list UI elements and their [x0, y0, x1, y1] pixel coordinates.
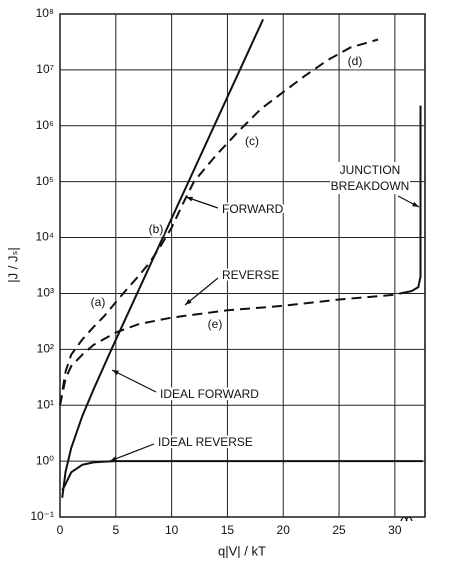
y-tick-label: 10⁶ — [36, 118, 54, 132]
y-tick-label: 10⁷ — [36, 62, 54, 76]
series-label-box: JUNCTION BREAKDOWN — [330, 162, 410, 194]
label-arrow — [184, 277, 219, 306]
x-tick-label: 20 — [277, 523, 291, 537]
series-label: FORWARD — [222, 202, 284, 216]
annotation: (b) — [149, 222, 164, 236]
arrow-head — [185, 298, 192, 305]
y-tick-label: 10³ — [37, 286, 54, 300]
arrow-head — [412, 201, 419, 207]
series-line — [61, 18, 265, 498]
x-axis-label: q|V| / kT — [218, 543, 266, 558]
x-tick-label: 15 — [221, 523, 235, 537]
series-line — [400, 105, 422, 295]
series-line — [59, 38, 379, 406]
y-tick-label: 10¹ — [37, 397, 54, 411]
arrow-head — [186, 196, 193, 202]
annotation: (d) — [348, 54, 363, 68]
y-tick-label: 10⁰ — [36, 453, 54, 467]
arrow-head — [112, 370, 119, 376]
series-label: IDEAL REVERSE — [158, 435, 253, 449]
series-label: REVERSE — [222, 268, 279, 282]
x-tick-label: 0 — [57, 523, 64, 537]
annotation: (a) — [91, 295, 106, 309]
y-axis-label: |J / Jₛ| — [5, 247, 20, 282]
x-tick-label: 30 — [388, 523, 402, 537]
annotation: (e) — [208, 317, 223, 331]
label-arrow — [109, 443, 155, 462]
y-tick-label: 10⁵ — [36, 174, 54, 188]
annotation: (c) — [245, 134, 259, 148]
label-arrow — [111, 369, 157, 393]
y-tick-label: 10⁸ — [36, 6, 54, 20]
y-tick-label: 10² — [37, 342, 54, 356]
arrow-head — [110, 456, 117, 461]
y-tick-label: 10⁴ — [35, 230, 54, 244]
x-tick-label: 25 — [332, 523, 346, 537]
series-line — [59, 292, 401, 406]
series-label: JUNCTION BREAKDOWN — [330, 162, 410, 194]
x-tick-label: 10 — [165, 523, 179, 537]
series-line — [61, 460, 423, 491]
x-tick-label: 5 — [112, 523, 119, 537]
series-label: IDEAL FORWARD — [160, 387, 259, 401]
y-tick-label: 10⁻¹ — [30, 509, 54, 523]
